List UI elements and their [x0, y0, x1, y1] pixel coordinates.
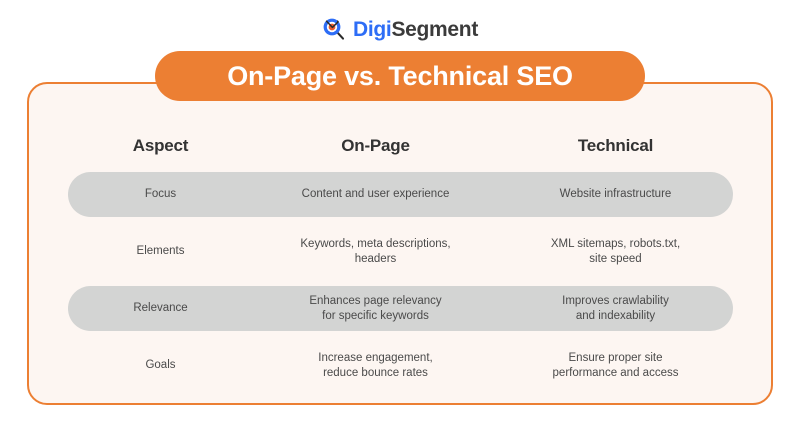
comparison-card: [27, 82, 773, 405]
comparison-table: Aspect On-Page Technical Focus Content a…: [27, 82, 773, 405]
cell-line: site speed: [589, 252, 642, 265]
cell-line: for specific keywords: [322, 309, 429, 322]
cell-technical: Improves crawlability and indexability: [498, 294, 733, 322]
cell-technical: Ensure proper site performance and acces…: [498, 351, 733, 379]
cell-technical: XML sitemaps, robots.txt, site speed: [498, 237, 733, 265]
table-header-row: Aspect On-Page Technical: [68, 129, 733, 163]
column-header-technical: Technical: [577, 135, 654, 155]
cell-line: Website infrastructure: [559, 188, 672, 201]
cell-on-page: Enhances page relevancy for specific key…: [253, 294, 498, 322]
table-row: Focus Content and user experience Websit…: [68, 172, 733, 217]
cell-line: Goals: [145, 359, 176, 372]
brand-name-digi: Digi: [352, 17, 392, 41]
cell-aspect: Goals: [68, 358, 253, 372]
cell-line: Increase engagement,: [318, 352, 433, 365]
cell-on-page: Keywords, meta descriptions, headers: [253, 237, 498, 265]
column-header-aspect: Aspect: [132, 135, 189, 155]
column-header-on-page: On-Page: [341, 135, 410, 155]
table-row: Goals Increase engagement, reduce bounce…: [68, 343, 733, 388]
magnifier-target-icon: [322, 17, 346, 41]
cell-on-page: Content and user experience: [253, 187, 498, 201]
cell-aspect: Relevance: [68, 301, 253, 315]
table-row: Elements Keywords, meta descriptions, he…: [68, 229, 733, 274]
cell-aspect: Elements: [68, 244, 253, 258]
cell-line: Improves crawlability: [562, 295, 669, 308]
cell-line: Focus: [144, 188, 177, 201]
cell-line: and indexability: [575, 309, 656, 322]
cell-line: headers: [354, 252, 397, 265]
cell-line: XML sitemaps, robots.txt,: [550, 238, 681, 251]
cell-line: Relevance: [133, 302, 188, 315]
cell-technical: Website infrastructure: [498, 187, 733, 201]
cell-line: Content and user experience: [301, 188, 450, 201]
brand-name: DigiSegment: [353, 19, 478, 40]
brand-logo: DigiSegment: [0, 14, 800, 44]
cell-on-page: Increase engagement, reduce bounce rates: [253, 351, 498, 379]
cell-line: Enhances page relevancy: [309, 295, 442, 308]
cell-line: Elements: [136, 245, 185, 258]
title-banner: On-Page vs. Technical SEO: [155, 51, 645, 101]
brand-name-segment: Segment: [391, 17, 479, 41]
cell-aspect: Focus: [68, 187, 253, 201]
cell-line: Keywords, meta descriptions,: [300, 238, 451, 251]
cell-line: reduce bounce rates: [323, 366, 428, 379]
cell-line: Ensure proper site: [568, 352, 663, 365]
table-row: Relevance Enhances page relevancy for sp…: [68, 286, 733, 331]
page-title: On-Page vs. Technical SEO: [227, 60, 573, 91]
cell-line: performance and access: [552, 366, 679, 379]
